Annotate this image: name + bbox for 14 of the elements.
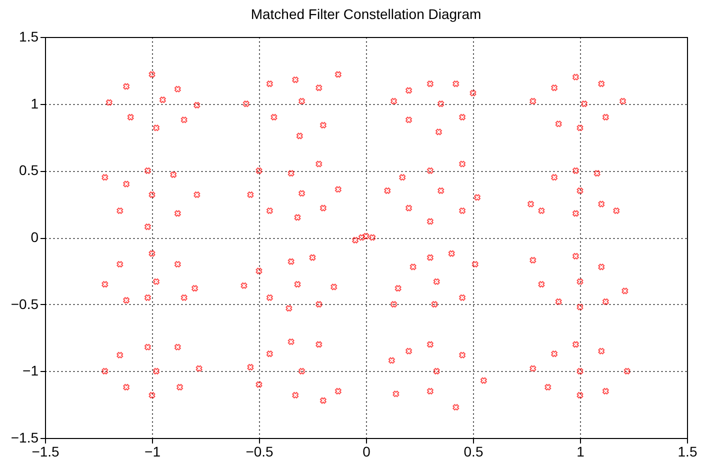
x-tick-label: 0.5 (464, 444, 484, 460)
y-tick-label: 1 (30, 95, 39, 112)
y-tick-label: 0 (30, 229, 39, 245)
x-tick-label: 1.5 (678, 444, 698, 460)
y-tick-label: 0.5 (19, 162, 39, 178)
x-tick-label: −0.5 (246, 444, 274, 460)
chart-title: Matched Filter Constellation Diagram (250, 6, 482, 22)
x-tick-label: −1 (144, 444, 161, 460)
y-tick-label: 1.5 (19, 28, 39, 44)
y-tick-label: −1.5 (10, 430, 39, 446)
y-tick-label: −1 (22, 362, 39, 379)
y-tick-label: −0.5 (10, 296, 39, 312)
x-tick-label: 1 (576, 444, 585, 460)
x-tick-label: 0 (362, 444, 371, 460)
